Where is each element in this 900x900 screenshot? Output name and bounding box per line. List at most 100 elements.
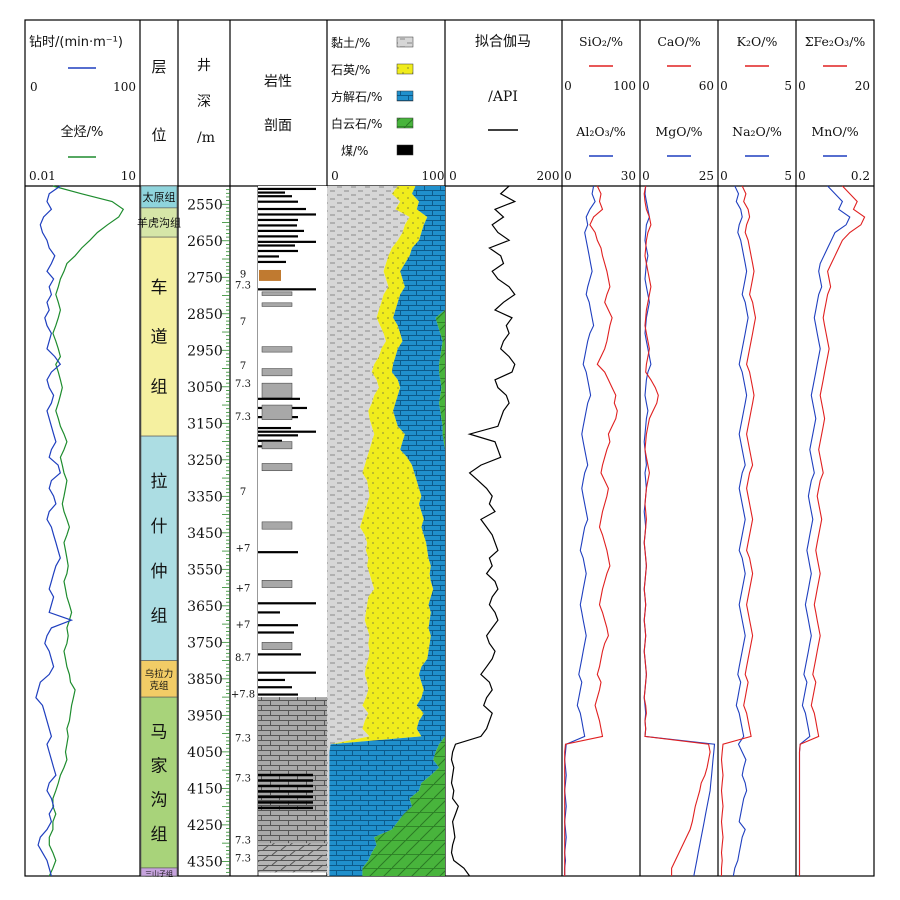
oxide-title-bottom-1: MgO/% xyxy=(655,124,702,139)
formation-label-1: 羊虎沟组 xyxy=(137,216,181,230)
lithology-label-15: 7.3 xyxy=(235,854,251,865)
formation-label-3-3: 组 xyxy=(151,607,168,627)
mineral-legend-swatch-0 xyxy=(396,36,414,48)
lithology-label-11: +7.8 xyxy=(231,689,255,700)
formation-1 xyxy=(140,207,178,238)
coal-seam xyxy=(258,195,292,198)
depth-label-4150: 4150 xyxy=(187,781,223,797)
formation-4 xyxy=(140,660,178,698)
formation-label-2-2: 组 xyxy=(151,377,168,397)
coal-seam xyxy=(258,773,313,777)
oxide-curve-top-2 xyxy=(720,185,757,876)
formation-label-6: 三山子组 xyxy=(145,869,173,878)
lithology-label-14: 7.3 xyxy=(235,835,251,846)
drilling-time-min: 0 xyxy=(30,80,38,94)
oxide-curve-top-3 xyxy=(798,185,866,876)
formation-label-4-1: 克组 xyxy=(149,680,169,692)
coal-seam xyxy=(258,602,316,605)
coal-seam xyxy=(258,244,295,247)
shale-interval xyxy=(261,302,293,307)
shale-interval xyxy=(261,441,293,450)
total-gas-curve xyxy=(48,185,125,877)
oxide-range-bottom-max-3: 0.2 xyxy=(851,169,870,183)
depth-label-4050: 4050 xyxy=(187,745,223,761)
oxide-curve-top-0 xyxy=(564,185,618,876)
coal-seam xyxy=(258,288,316,291)
calcite-fill xyxy=(329,186,445,876)
coal-seam xyxy=(258,200,298,203)
coal-seam xyxy=(258,224,297,227)
coal-seam xyxy=(258,439,282,442)
formation-label-5-0: 马 xyxy=(151,722,168,742)
oxide-curve-bottom-2 xyxy=(732,185,749,877)
oxide-title-bottom-3: MnO/% xyxy=(811,124,858,139)
drilling-time-title: 钻时/(min·m⁻¹) xyxy=(29,35,123,50)
oxide-range-top-min-1: 0 xyxy=(642,79,650,93)
oxide-range-bottom-max-1: 25 xyxy=(699,169,714,183)
oxide-curve-top-1 xyxy=(643,185,711,876)
oxide-range-bottom-min-3: 0 xyxy=(798,169,806,183)
oxide-curve-bottom-3 xyxy=(798,185,851,876)
shale-interval xyxy=(261,580,293,588)
total-gas-title: 全烃/% xyxy=(61,124,104,140)
formation-label-3-0: 拉 xyxy=(151,472,168,492)
lithology-label-12: 7.3 xyxy=(235,733,251,744)
formation-label-2-1: 道 xyxy=(151,328,168,348)
lithology-header-1: 岩性 xyxy=(264,74,292,90)
shale-interval xyxy=(261,368,293,377)
coal-seam xyxy=(258,187,316,191)
coal-seam xyxy=(258,191,285,194)
coal-seam xyxy=(258,240,316,243)
oxide-range-bottom-min-2: 0 xyxy=(720,169,728,183)
shale-interval xyxy=(261,404,293,420)
depth-label-3950: 3950 xyxy=(187,708,223,724)
drilling-time-curve xyxy=(35,185,74,877)
depth-label-3250: 3250 xyxy=(187,453,223,469)
lithology-label-7: +7 xyxy=(236,543,251,554)
limestone-interval xyxy=(258,697,327,873)
lithology-label-13: 7.3 xyxy=(235,773,251,784)
coal-seam xyxy=(258,790,313,793)
formation-label-5-3: 组 xyxy=(151,825,168,845)
coal-seam xyxy=(258,801,313,804)
oxide-title-top-3: ΣFe₂O₃/% xyxy=(805,34,866,49)
coal-seam xyxy=(258,779,313,782)
coal-seam xyxy=(258,213,316,216)
mineral-legend-swatch-1 xyxy=(396,63,414,75)
lithology-label-0: 9 xyxy=(240,270,246,281)
depth-label-3050: 3050 xyxy=(187,380,223,396)
lithology-label-3: 7 xyxy=(240,361,246,372)
coal-seam xyxy=(258,434,298,437)
mineral-legend-swatch-2 xyxy=(396,90,414,102)
gamma-header-2: /API xyxy=(488,89,518,105)
lithology-header-2: 剖面 xyxy=(264,118,292,134)
mineral-legend-swatch-3 xyxy=(396,117,414,129)
oxide-range-bottom-min-0: 0 xyxy=(564,169,572,183)
quartz-fill xyxy=(329,186,434,876)
depth-header-3: /m xyxy=(197,130,215,146)
coal-seam xyxy=(258,229,304,233)
coal-seam xyxy=(258,611,280,614)
coal-seam xyxy=(258,218,298,222)
depth-label-4350: 4350 xyxy=(187,854,223,870)
depth-label-2850: 2850 xyxy=(187,307,223,323)
shale-interval xyxy=(261,642,293,650)
depth-label-2750: 2750 xyxy=(187,270,223,286)
depth-label-2950: 2950 xyxy=(187,343,223,359)
depth-header-2: 深 xyxy=(197,94,211,110)
shale-interval xyxy=(261,346,293,353)
lithology-label-1: 7.3 xyxy=(235,281,251,292)
gamma-header-1: 拟合伽马 xyxy=(475,34,531,50)
oxide-range-top-max-1: 60 xyxy=(699,79,714,93)
total-gas-max: 10 xyxy=(121,169,136,183)
shale-interval xyxy=(261,521,293,530)
depth-label-3850: 3850 xyxy=(187,672,223,688)
coal-seam xyxy=(258,806,313,810)
lithology-label-2: 7 xyxy=(240,317,246,328)
total-gas-min: 0.01 xyxy=(29,169,56,183)
dolomite-fill xyxy=(362,186,445,876)
oxide-range-top-max-2: 5 xyxy=(784,79,792,93)
formation-2 xyxy=(140,236,178,437)
shale-interval xyxy=(261,463,293,472)
coal-seam xyxy=(258,686,292,689)
